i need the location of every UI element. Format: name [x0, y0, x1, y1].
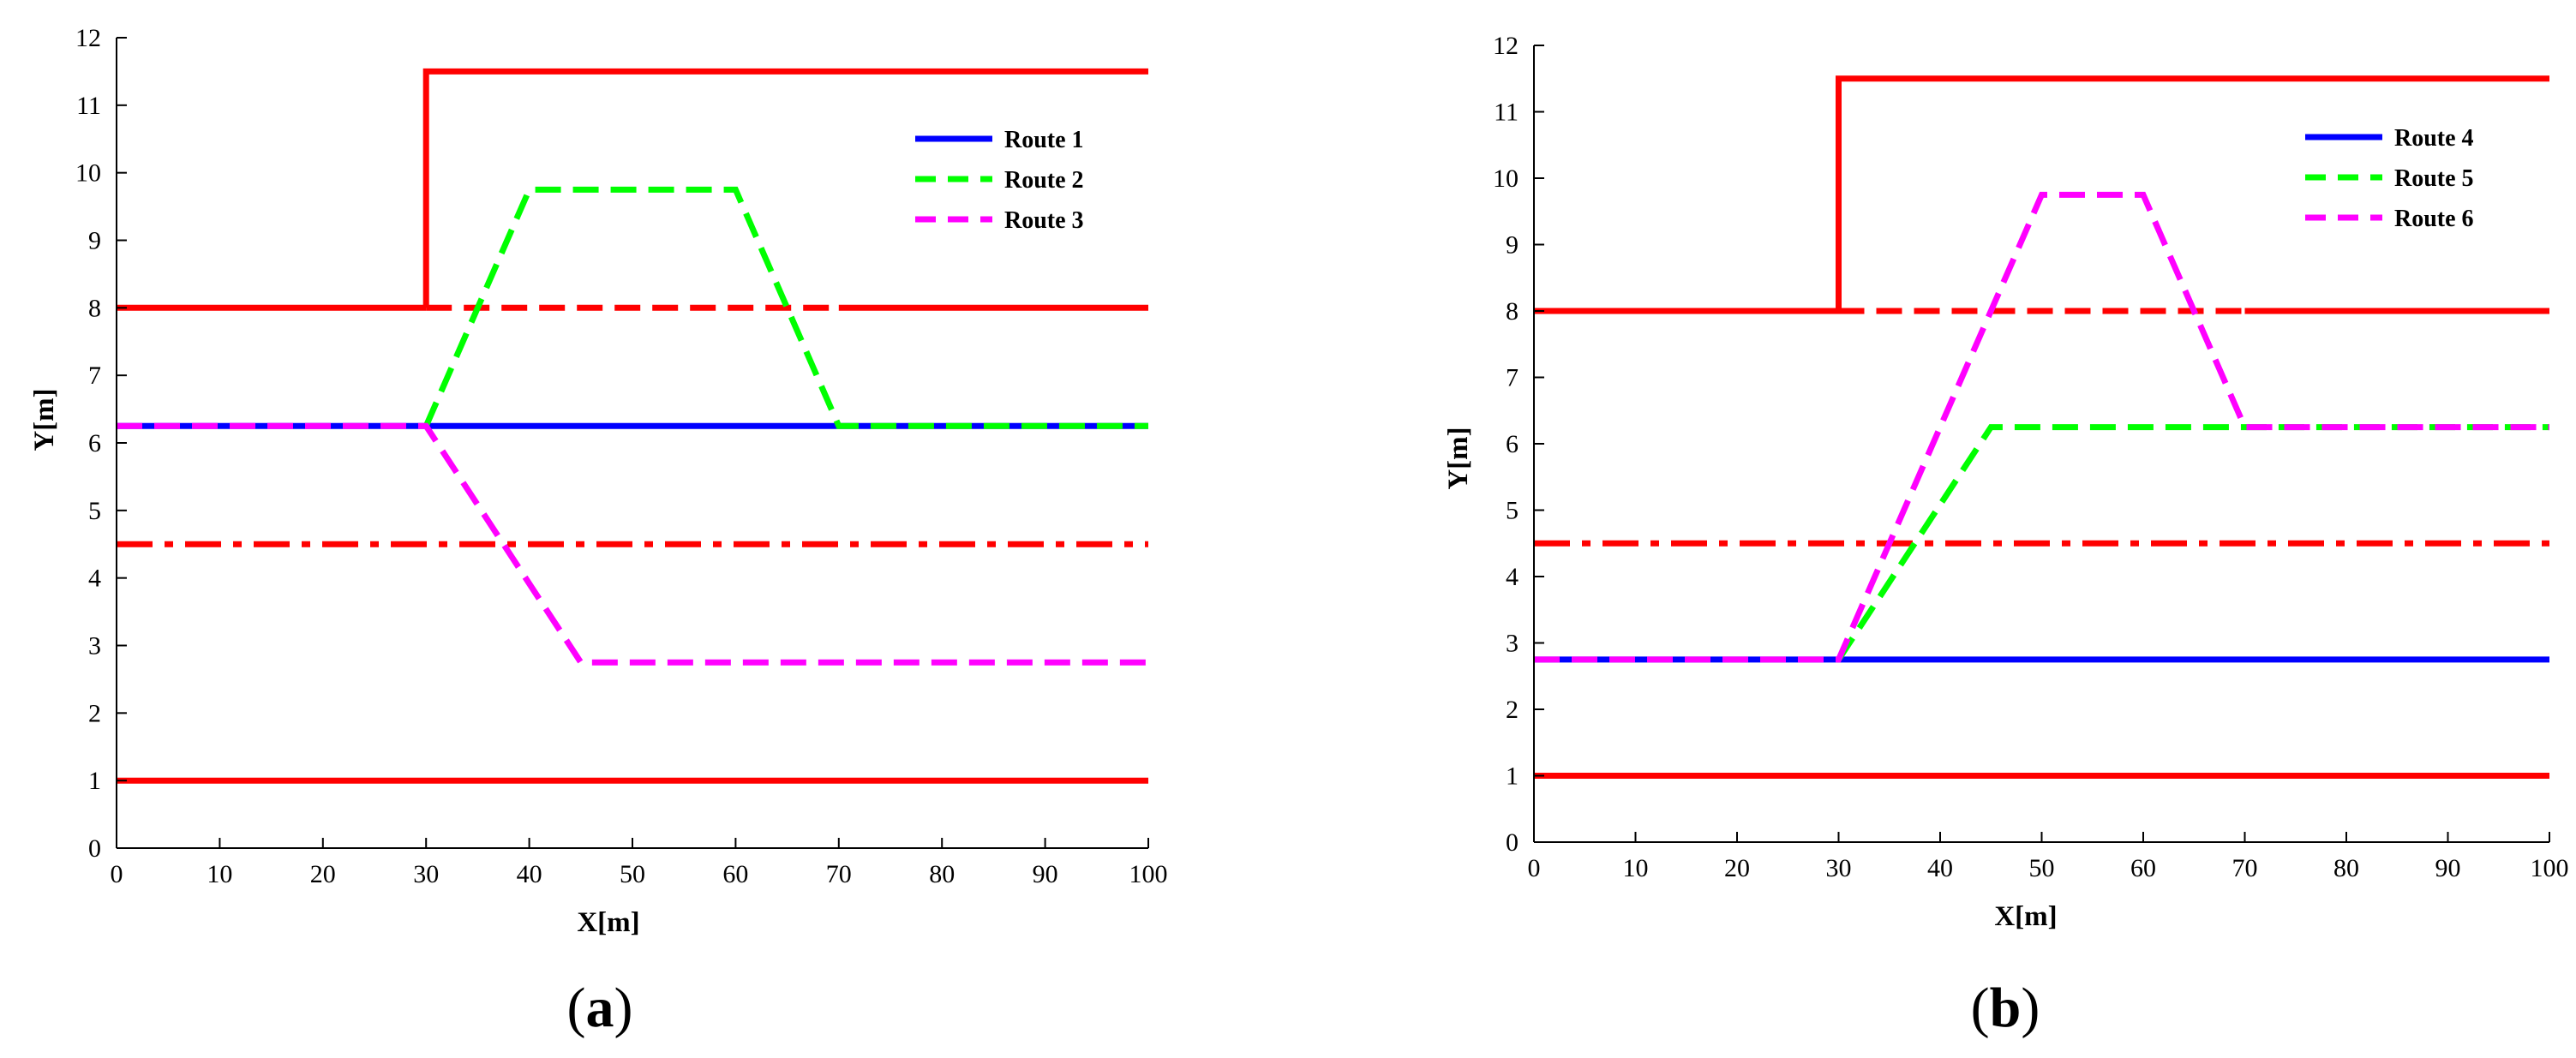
y-axis-label: Y[m] — [29, 388, 60, 451]
x-tick-label: 70 — [2232, 854, 2258, 882]
legend-label: Route 1 — [1004, 127, 1084, 153]
legend-label: Route 3 — [1004, 207, 1084, 234]
y-tick-label: 1 — [1506, 762, 1519, 791]
series-line-route-2 — [422, 186, 1148, 429]
legend-label: Route 5 — [2394, 165, 2474, 192]
lane-line-5 — [1836, 75, 2549, 311]
legend-label: Route 6 — [2394, 206, 2474, 232]
x-tick-label: 30 — [1826, 854, 1852, 882]
y-tick-label: 7 — [1506, 364, 1519, 392]
x-tick-label: 80 — [2333, 854, 2359, 882]
y-tick-label: 7 — [88, 362, 101, 390]
x-tick-label: 20 — [310, 860, 336, 888]
legend: Route 4 Route 5 Route 6 — [2305, 125, 2474, 232]
legend-label: Route 2 — [1004, 167, 1084, 194]
y-tick-label: 3 — [1506, 630, 1519, 658]
y-tick-label: 9 — [1506, 231, 1519, 260]
y-tick-label: 6 — [1506, 430, 1519, 458]
lane-lines — [1534, 75, 2549, 779]
y-tick-label: 3 — [88, 632, 101, 661]
y-tick-label: 1 — [88, 767, 101, 795]
y-tick-label: 11 — [1494, 99, 1519, 127]
route-lines — [117, 186, 1148, 666]
y-tick-label: 5 — [88, 497, 101, 525]
y-tick-label: 2 — [1506, 696, 1519, 724]
legend-label: Route 4 — [2394, 125, 2474, 152]
x-tick-label: 40 — [1927, 854, 1953, 882]
panel-label: (b) — [1971, 977, 2040, 1039]
y-tick-label: 11 — [76, 92, 101, 120]
axes — [1533, 45, 2550, 843]
x-axis-label: X[m] — [577, 907, 639, 938]
x-tick-label: 40 — [517, 860, 542, 888]
y-tick-label: 4 — [88, 565, 101, 593]
x-tick-label: 60 — [2130, 854, 2156, 882]
y-tick-label: 12 — [75, 24, 101, 52]
x-tick-label: 30 — [413, 860, 439, 888]
series-line-route-6 — [1534, 191, 2549, 663]
x-tick-label: 20 — [1724, 854, 1750, 882]
y-tick-label: 9 — [88, 227, 101, 255]
x-tick-label: 50 — [2029, 854, 2055, 882]
y-tick-label: 0 — [88, 834, 101, 863]
panel-letter: b — [1990, 977, 2022, 1039]
y-tick-label: 6 — [88, 429, 101, 457]
y-tick-label: 10 — [75, 159, 101, 188]
y-tick-label: 10 — [1493, 164, 1519, 193]
x-tick-label: 10 — [1623, 854, 1649, 882]
x-tick-label: 60 — [722, 860, 748, 888]
route-lines — [1534, 191, 2549, 663]
x-tick-label: 70 — [826, 860, 852, 888]
y-tick-label: 12 — [1493, 32, 1519, 60]
x-axis-label: X[m] — [1994, 901, 2057, 932]
x-tick-label: 90 — [1033, 860, 1058, 888]
x-tick-label: 50 — [620, 860, 645, 888]
x-tick-label: 10 — [207, 860, 232, 888]
x-tick-label: 90 — [2435, 854, 2461, 882]
axes — [116, 37, 1149, 849]
x-tick-label: 80 — [929, 860, 955, 888]
y-axis-label: Y[m] — [1443, 427, 1474, 489]
x-tick-label: 0 — [1528, 854, 1541, 882]
x-tick-label: 0 — [111, 860, 123, 888]
y-tick-label: 5 — [1506, 497, 1519, 525]
y-tick-label: 8 — [88, 294, 101, 322]
series-line-route-3 — [117, 422, 1148, 666]
y-tick-label: 4 — [1506, 563, 1519, 591]
lane-lines — [117, 68, 1148, 784]
y-tick-label: 8 — [1506, 297, 1519, 326]
panel-label: (a) — [567, 977, 633, 1039]
legend: Route 1 Route 2 Route 3 — [915, 127, 1084, 234]
x-tick-label: 100 — [1129, 860, 1168, 888]
y-tick-label: 2 — [88, 699, 101, 727]
y-tick-label: 0 — [1506, 828, 1519, 857]
lane-line-5 — [422, 68, 1148, 308]
x-tick-label: 100 — [2531, 854, 2569, 882]
panel-letter: a — [586, 977, 614, 1039]
